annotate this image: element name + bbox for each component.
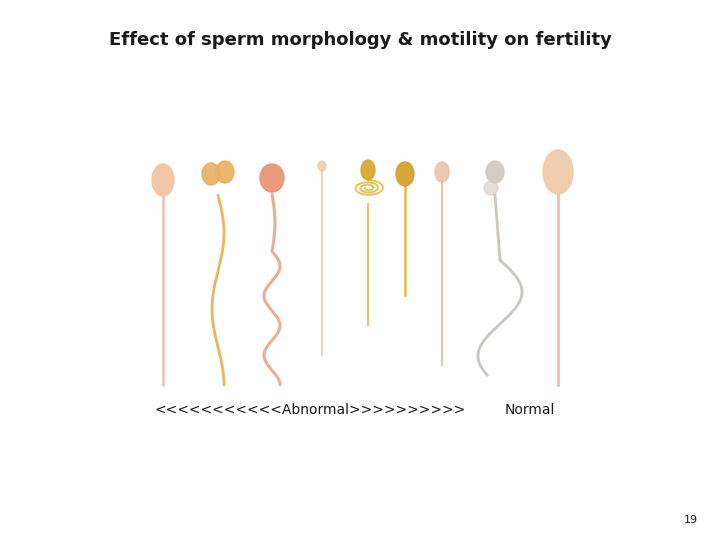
Ellipse shape xyxy=(361,160,375,180)
Ellipse shape xyxy=(435,162,449,182)
Ellipse shape xyxy=(543,150,573,194)
Ellipse shape xyxy=(152,164,174,196)
Ellipse shape xyxy=(260,164,284,192)
Ellipse shape xyxy=(484,181,498,195)
Ellipse shape xyxy=(486,161,504,183)
Ellipse shape xyxy=(202,163,220,185)
Text: Normal: Normal xyxy=(505,403,555,417)
Ellipse shape xyxy=(396,162,414,186)
Text: Effect of sperm morphology & motility on fertility: Effect of sperm morphology & motility on… xyxy=(109,31,611,49)
Ellipse shape xyxy=(216,161,234,183)
Text: 19: 19 xyxy=(684,515,698,525)
Text: <<<<<<<<<<<Abnormal>>>>>>>>>>: <<<<<<<<<<<Abnormal>>>>>>>>>> xyxy=(154,403,466,417)
Ellipse shape xyxy=(318,161,326,171)
